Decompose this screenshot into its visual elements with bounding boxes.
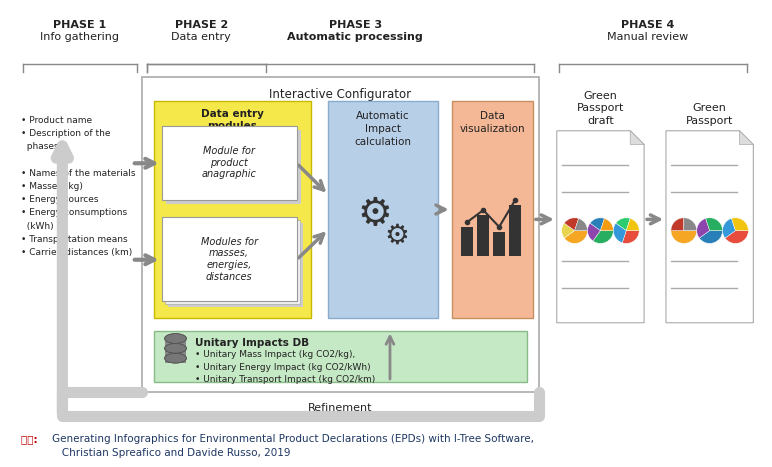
Wedge shape: [616, 218, 630, 231]
Text: ⚙: ⚙: [357, 195, 392, 233]
Polygon shape: [666, 131, 753, 323]
Wedge shape: [706, 218, 723, 231]
Text: Modules for
masses,
energies,
distances: Modules for masses, energies, distances: [201, 237, 258, 282]
Text: Refinement: Refinement: [308, 403, 373, 413]
Wedge shape: [562, 223, 574, 238]
Bar: [142, 77, 539, 392]
Text: PHASE 1: PHASE 1: [52, 21, 106, 30]
Text: ⚙: ⚙: [384, 221, 409, 249]
Wedge shape: [626, 219, 639, 231]
Text: Info gathering: Info gathering: [39, 32, 119, 42]
Wedge shape: [725, 231, 748, 243]
Bar: [328, 101, 438, 318]
Text: Green
Passport: Green Passport: [686, 104, 733, 126]
Bar: [452, 101, 533, 318]
Text: Unitary Impacts DB: Unitary Impacts DB: [195, 338, 310, 347]
Bar: [166, 130, 300, 204]
Text: Data entry: Data entry: [171, 32, 231, 42]
Bar: [161, 126, 296, 200]
Wedge shape: [613, 223, 626, 243]
Text: PHASE 3: PHASE 3: [329, 21, 382, 30]
Text: Data entry
modules: Data entry modules: [201, 109, 263, 131]
Bar: [168, 223, 303, 307]
Wedge shape: [723, 219, 736, 238]
Bar: [164, 220, 300, 304]
Polygon shape: [557, 131, 644, 323]
Bar: [477, 215, 489, 256]
Wedge shape: [697, 219, 709, 238]
Bar: [164, 339, 187, 363]
Polygon shape: [740, 131, 753, 145]
Wedge shape: [671, 231, 697, 243]
Bar: [462, 227, 473, 256]
Text: Manual review: Manual review: [608, 32, 689, 42]
Wedge shape: [622, 231, 639, 243]
Wedge shape: [732, 218, 748, 231]
Text: • Unitary Mass Impact (kg CO2/kg),
• Unitary Energy Impact (kg CO2/kWh)
• Unitar: • Unitary Mass Impact (kg CO2/kg), • Uni…: [195, 350, 376, 384]
Bar: [154, 101, 310, 318]
Text: Module for
product
anagraphic: Module for product anagraphic: [201, 146, 256, 179]
Wedge shape: [671, 218, 684, 231]
Wedge shape: [574, 219, 587, 231]
Text: 출처:: 출처:: [21, 434, 41, 444]
Bar: [493, 232, 505, 256]
Text: Interactive Configurator: Interactive Configurator: [269, 88, 411, 101]
Ellipse shape: [164, 343, 187, 353]
Wedge shape: [590, 218, 604, 231]
Text: Generating Infographics for Environmental Product Declarations (EPDs) with I-Tre: Generating Infographics for Environmenta…: [52, 434, 534, 458]
Text: Automatic processing: Automatic processing: [287, 32, 423, 42]
Text: PHASE 2: PHASE 2: [174, 21, 228, 30]
Bar: [509, 205, 521, 256]
Text: Automatic
Impact
calculation: Automatic Impact calculation: [354, 111, 411, 148]
Wedge shape: [564, 218, 579, 231]
Polygon shape: [630, 131, 644, 145]
Wedge shape: [593, 231, 613, 243]
Ellipse shape: [164, 333, 187, 343]
Wedge shape: [699, 231, 723, 243]
Ellipse shape: [164, 353, 187, 363]
Text: Data
visualization: Data visualization: [459, 111, 525, 134]
Text: Green
Passport
draft: Green Passport draft: [577, 91, 624, 126]
Wedge shape: [684, 218, 697, 231]
Text: • Product name
• Description of the
  phases

• Names of the materials
• Masses : • Product name • Description of the phas…: [21, 116, 135, 257]
Wedge shape: [601, 219, 613, 231]
Bar: [161, 218, 296, 301]
Text: PHASE 4: PHASE 4: [621, 21, 675, 30]
Bar: [154, 331, 527, 382]
Wedge shape: [564, 231, 587, 243]
Wedge shape: [587, 223, 601, 241]
